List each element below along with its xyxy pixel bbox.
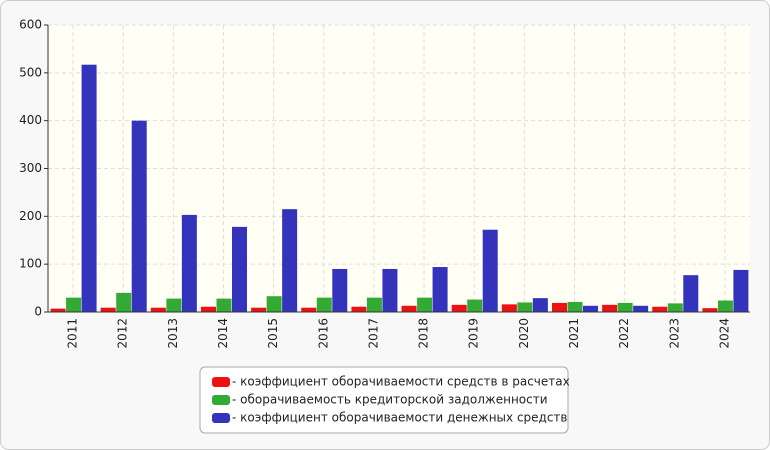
- x-tick-label: 2011: [66, 318, 80, 349]
- bar: [567, 301, 583, 312]
- x-tick-label: 2018: [417, 318, 431, 349]
- bar: [467, 299, 483, 312]
- x-tick-label: 2020: [517, 318, 531, 349]
- bar: [702, 308, 718, 312]
- x-tick-label: 2021: [567, 318, 581, 349]
- legend-label: - коэффициент оборачиваемости денежных с…: [232, 411, 568, 425]
- bar: [131, 120, 147, 313]
- y-tick-label: 200: [19, 209, 42, 223]
- y-tick-label: 100: [19, 257, 42, 271]
- bar: [602, 304, 618, 312]
- bar: [552, 302, 567, 312]
- bar: [301, 307, 317, 312]
- bar: [382, 268, 398, 312]
- x-tick-label: 2014: [216, 318, 230, 349]
- x-tick-label: 2024: [717, 318, 731, 349]
- legend-label: - коэффициент оборачиваемости средств в …: [232, 375, 570, 389]
- x-tick-label: 2023: [667, 318, 681, 349]
- bar: [482, 229, 498, 312]
- x-tick-label: 2022: [617, 318, 631, 349]
- bar: [366, 297, 382, 312]
- bar: [733, 269, 749, 312]
- x-tick-label: 2017: [366, 318, 380, 349]
- bar: [332, 268, 348, 312]
- bar: [583, 305, 598, 312]
- bar: [652, 306, 668, 312]
- bar: [351, 306, 367, 312]
- legend-swatch: [212, 395, 230, 405]
- x-tick-label: 2016: [316, 318, 330, 349]
- legend-swatch: [212, 377, 230, 387]
- y-tick-label: 500: [19, 65, 42, 79]
- bar: [717, 300, 733, 312]
- legend-label: - оборачиваемость кредиторской задолженн…: [232, 393, 548, 407]
- bar: [517, 302, 533, 312]
- bar: [667, 303, 683, 312]
- bar: [683, 275, 699, 312]
- bar: [432, 267, 448, 312]
- bar: [50, 308, 66, 312]
- y-tick-label: 400: [19, 113, 42, 127]
- bar: [532, 298, 548, 312]
- y-tick-label: 600: [19, 18, 42, 32]
- bar: [417, 297, 433, 312]
- bar: [282, 209, 298, 312]
- bar: [100, 307, 116, 312]
- x-tick-label: 2013: [166, 318, 180, 349]
- bar: [617, 302, 633, 312]
- x-tick-label: 2012: [116, 318, 130, 349]
- bar: [451, 304, 467, 312]
- bar: [316, 297, 332, 312]
- bar: [166, 298, 182, 312]
- bar: [251, 307, 267, 312]
- bar: [633, 305, 649, 312]
- bar: [266, 296, 282, 312]
- legend-swatch: [212, 413, 230, 423]
- bar: [116, 292, 132, 312]
- bar: [81, 64, 97, 313]
- bar: [181, 214, 197, 312]
- y-tick-label: 300: [19, 161, 42, 175]
- bar: [150, 307, 166, 312]
- x-tick-label: 2015: [266, 318, 280, 349]
- bar: [216, 298, 232, 312]
- bar: [232, 226, 247, 312]
- y-tick-label: 0: [34, 305, 42, 319]
- bar: [501, 304, 517, 312]
- x-tick-label: 2019: [467, 318, 481, 349]
- bar: [401, 305, 417, 312]
- bar: [66, 297, 82, 312]
- bar: [201, 306, 216, 312]
- legend: [199, 366, 569, 434]
